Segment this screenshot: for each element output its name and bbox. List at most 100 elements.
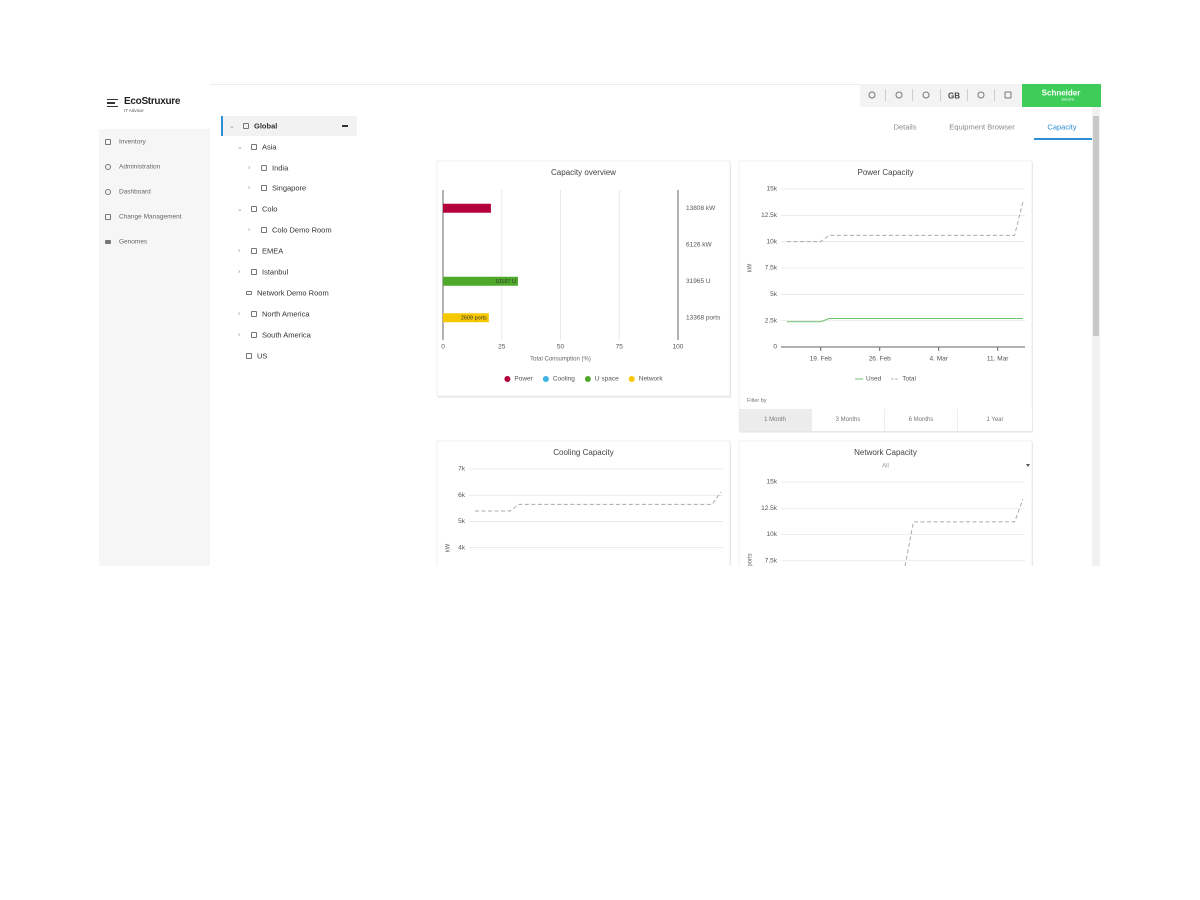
nav-icon — [105, 214, 111, 220]
used-label: 2609 ports — [461, 316, 487, 322]
tree-icon — [261, 185, 267, 191]
help-icon[interactable] — [977, 91, 985, 99]
filter-button[interactable]: 1 Month — [739, 409, 812, 431]
legend-label: Used — [866, 376, 882, 383]
chart-group: Capacity overview 0 25 50 75 100 Total Consump… — [436, 160, 1033, 566]
chevron[interactable]: › — [248, 164, 251, 172]
legend-label: Network — [639, 376, 664, 383]
total-label: 13808 kW — [686, 205, 716, 212]
total-label: 31965 U — [686, 278, 711, 285]
charts: Capacity overview 0 25 50 75 100 Total Consump… — [436, 160, 1033, 566]
chevron[interactable]: › — [238, 331, 241, 339]
toolbar — [860, 84, 1022, 107]
x-tick-label: 11. Mar — [987, 356, 1009, 363]
nav-item[interactable]: Inventory — [119, 138, 146, 146]
chevron[interactable]: › — [238, 268, 241, 276]
tree-node[interactable]: Network Demo Room — [257, 288, 329, 298]
x-tick-label: 4. Mar — [930, 356, 949, 363]
settings-icon[interactable] — [922, 91, 930, 99]
x-tick-label: 75 — [616, 344, 624, 351]
user-icon[interactable] — [895, 91, 903, 99]
card — [738, 160, 1033, 432]
chevron[interactable]: › — [238, 310, 241, 318]
legend-label: U space — [595, 376, 619, 383]
y-tick-label: 15k — [767, 186, 778, 193]
tab[interactable]: Equipment Browser — [949, 122, 1015, 132]
filter-button[interactable]: 1 Year — [958, 409, 1032, 431]
y-tick-label: 5k — [770, 291, 778, 298]
nav-item[interactable]: Change Management — [119, 213, 182, 221]
tree-node[interactable]: Singapore — [272, 183, 307, 193]
menu-icon[interactable] — [107, 99, 118, 107]
tree-node[interactable]: Global — [254, 121, 278, 131]
tree-node[interactable]: South America — [262, 330, 311, 340]
scroll-thumb[interactable] — [1093, 116, 1099, 336]
chart-subtitle: All — [882, 464, 889, 470]
legend-label: Power — [514, 376, 533, 383]
brand-sub: Electric — [1061, 96, 1075, 102]
nav-icon — [105, 189, 111, 195]
brand: Schneider — [1041, 88, 1081, 98]
chevron[interactable]: › — [238, 247, 241, 255]
x-tick-label: 100 — [673, 344, 684, 351]
y-tick-label: 12.5k — [761, 212, 778, 219]
x-tick-label: 50 — [557, 344, 565, 351]
bar — [443, 203, 491, 213]
logo: EcoStruxure — [124, 96, 181, 107]
tab[interactable]: Details — [893, 122, 917, 132]
tree-icon — [251, 269, 257, 275]
filter-button[interactable]: 3 Months — [812, 409, 885, 431]
scrollbar[interactable] — [1092, 107, 1100, 566]
menu-icon-bar — [107, 102, 115, 104]
tree-node[interactable]: EMEA — [262, 246, 284, 256]
separator — [885, 89, 886, 101]
y-tick-label: 5k — [458, 518, 466, 525]
tab-active[interactable]: Capacity — [1047, 122, 1077, 132]
logout-icon[interactable] — [1004, 91, 1012, 99]
tree-node[interactable]: Colo Demo Room — [272, 225, 332, 235]
total-label: 6126 kW — [686, 241, 713, 248]
y-tick-label: 10k — [767, 531, 778, 538]
tree-node[interactable]: North America — [262, 309, 310, 319]
x-tick-label: 25 — [498, 344, 506, 351]
nav-item[interactable]: Genomes — [119, 238, 148, 246]
chart-title: Power Capacity — [857, 168, 913, 177]
tree-icon — [251, 332, 257, 338]
filter-button[interactable]: 6 Months — [885, 409, 958, 431]
collapse-icon[interactable] — [342, 125, 348, 127]
bar — [443, 313, 489, 323]
legend-label: Total — [902, 376, 916, 383]
chevron[interactable]: ⌄ — [237, 144, 243, 151]
y-tick-label: 7.5k — [765, 557, 778, 564]
nav-icon — [105, 164, 111, 170]
legend: Used Total — [855, 376, 917, 383]
search-icon[interactable] — [868, 91, 876, 99]
nav-item[interactable]: Administration — [119, 163, 161, 171]
brand-box — [1022, 84, 1101, 107]
nav-icon — [105, 139, 111, 145]
chevron[interactable]: › — [248, 226, 251, 234]
separator — [912, 89, 913, 101]
tree-node[interactable]: India — [272, 163, 289, 173]
tree-icon — [246, 353, 252, 359]
separator — [967, 89, 968, 101]
card — [436, 440, 731, 566]
tree-icon — [243, 123, 249, 129]
chevron[interactable]: › — [248, 184, 251, 192]
tree-node[interactable]: Colo — [262, 204, 278, 214]
x-tick-label: 0 — [441, 344, 445, 351]
chevron[interactable]: ⌄ — [237, 206, 243, 213]
y-tick-label: 2.5k — [765, 317, 778, 324]
tree-node[interactable]: Istanbul — [262, 267, 289, 277]
chevron[interactable]: ⌄ — [229, 123, 235, 130]
separator — [940, 89, 941, 101]
nav-icon — [105, 240, 111, 244]
legend-swatch — [504, 376, 511, 382]
x-tick-label: 19. Feb — [810, 356, 832, 363]
tree-node[interactable]: US — [257, 351, 268, 361]
region[interactable]: GB — [948, 91, 960, 101]
y-axis-label: kW — [748, 263, 754, 272]
tree-node[interactable]: Asia — [262, 142, 277, 152]
nav-item[interactable]: Dashboard — [119, 188, 151, 196]
separator — [994, 89, 995, 101]
